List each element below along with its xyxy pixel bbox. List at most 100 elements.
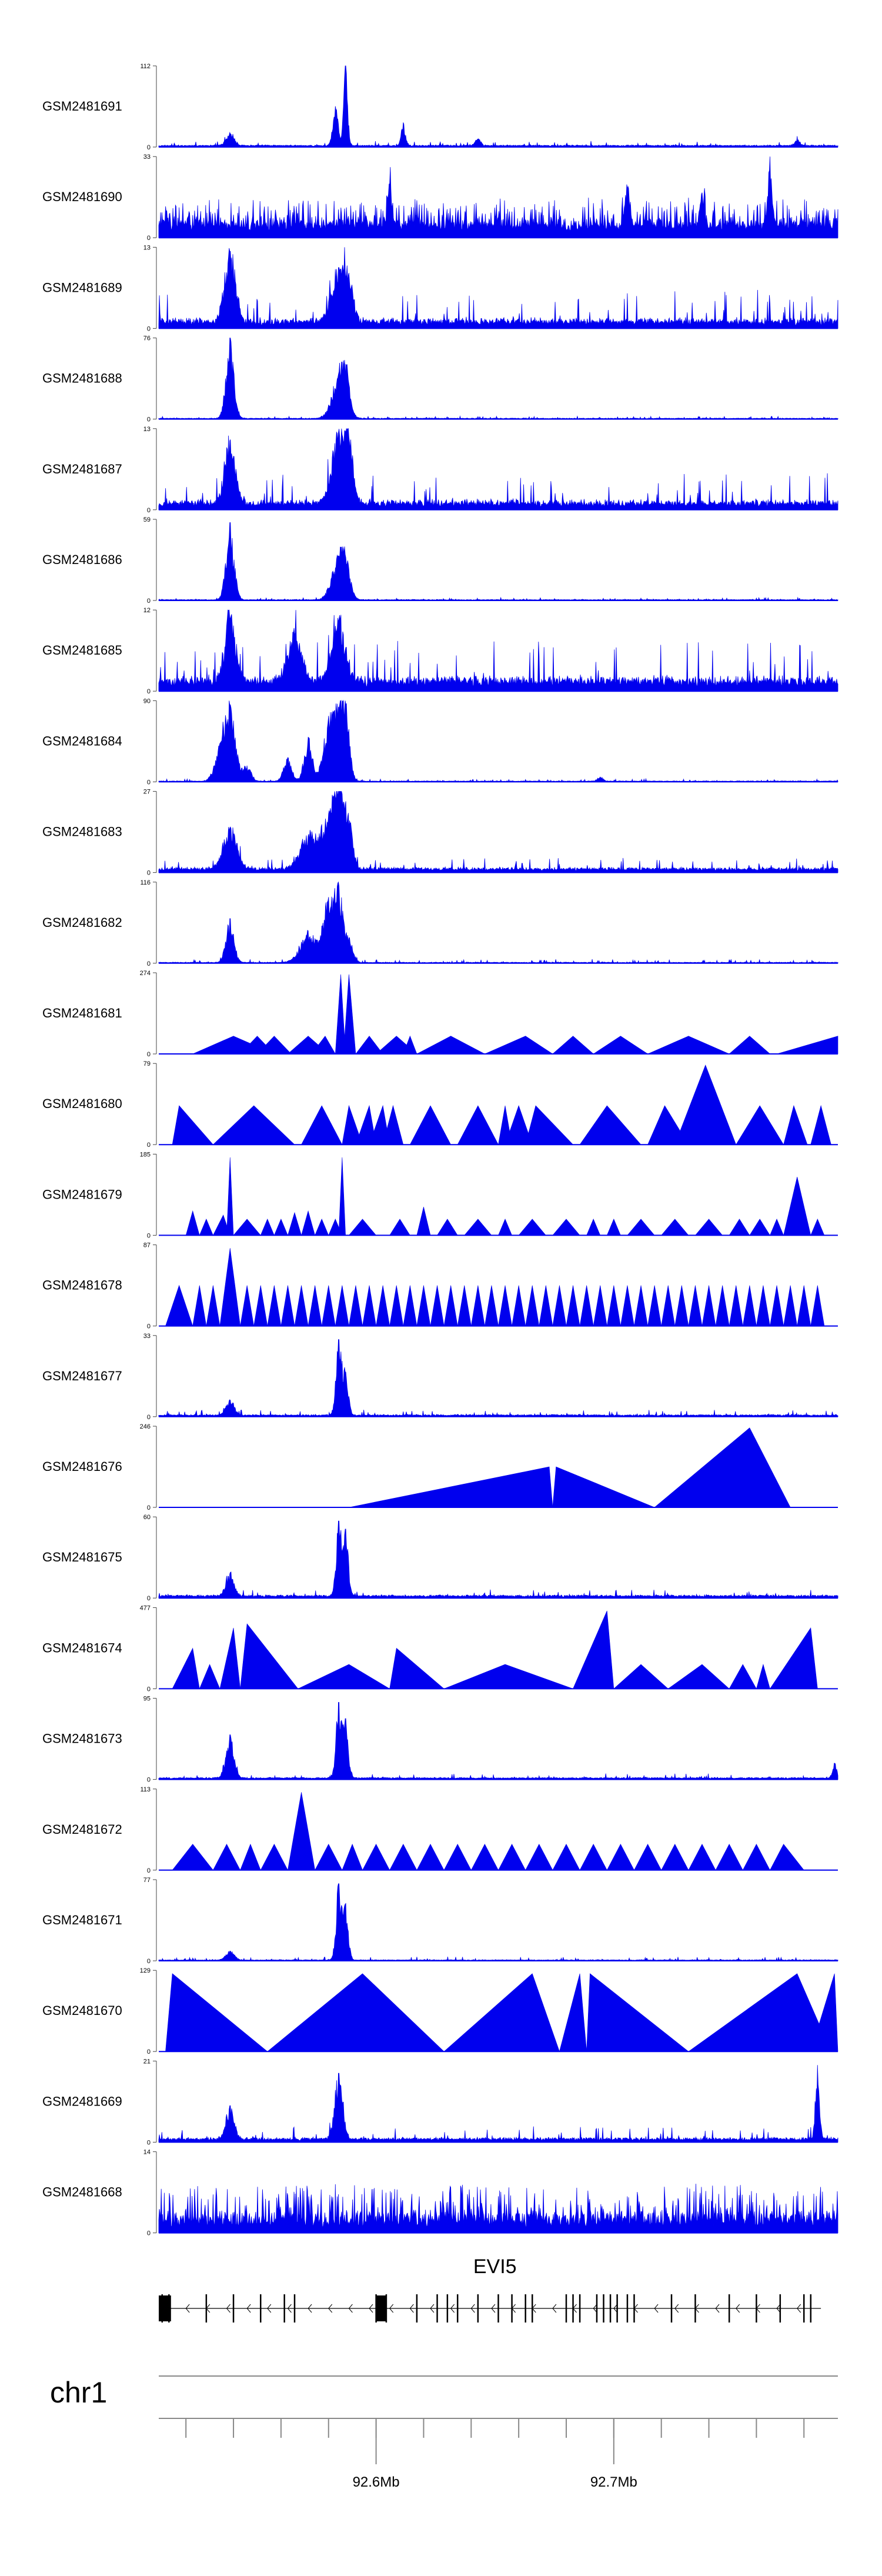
- y-zero-label: 0: [147, 1051, 151, 1058]
- strand-arrow: [308, 2304, 312, 2313]
- signal-peak: [355, 1036, 383, 1055]
- signal-peak: [256, 1036, 292, 1055]
- y-max-label: 95: [143, 1696, 151, 1703]
- track-label: GSM2481677: [42, 1369, 122, 1383]
- y-zero-label: 0: [147, 235, 151, 242]
- signal-peak: [430, 1285, 445, 1326]
- signal-peak: [810, 1219, 825, 1236]
- signal-peak: [770, 1285, 784, 1326]
- y-zero-label: 0: [147, 144, 151, 151]
- signal-peak: [729, 1664, 757, 1689]
- signal-peak: [403, 1035, 417, 1055]
- signal-peak: [593, 1285, 607, 1326]
- signal-peak: [382, 1105, 404, 1145]
- signal-peak: [505, 1105, 533, 1145]
- y-max-label: 33: [143, 154, 151, 161]
- signal-peak: [301, 1210, 316, 1236]
- track-label: GSM2481688: [42, 371, 122, 386]
- signal-peak: [539, 1285, 553, 1326]
- y-zero-label: 0: [147, 870, 151, 877]
- y-max-label: 27: [143, 789, 151, 796]
- y-max-label: 14: [143, 2149, 151, 2156]
- signal-peak: [742, 1843, 770, 1871]
- signal-peak: [627, 1219, 655, 1236]
- signal-peak: [328, 1219, 343, 1236]
- track-label: GSM2481672: [42, 1822, 122, 1837]
- signal-peak: [240, 1285, 255, 1326]
- chromosome-label: chr1: [50, 2376, 107, 2409]
- gene-name: EVI5: [473, 2255, 517, 2278]
- signal-peak: [769, 1627, 818, 1689]
- y-max-label: 77: [143, 1877, 151, 1884]
- signal-peak: [498, 1843, 526, 1871]
- strand-arrow: [674, 2304, 679, 2313]
- signal-peak: [661, 1285, 676, 1326]
- signal-peak: [756, 1285, 770, 1326]
- signal-peak: [559, 1973, 587, 2052]
- strand-arrow: [736, 2304, 740, 2313]
- y-max-label: 113: [140, 1786, 151, 1793]
- signal-peak: [552, 1843, 580, 1871]
- y-max-label: 13: [143, 426, 151, 433]
- track: GSM2481678 87 0: [42, 1242, 838, 1330]
- signal-peak: [729, 1036, 771, 1055]
- signal-peak: [770, 1219, 784, 1236]
- track-label: GSM2481671: [42, 1913, 122, 1927]
- y-max-label: 13: [143, 244, 151, 251]
- signal-area: [158, 1883, 838, 1961]
- y-max-label: 116: [140, 879, 151, 886]
- signal-peak: [288, 1212, 302, 1236]
- y-max-label: 12: [143, 607, 151, 614]
- y-max-label: 87: [143, 1242, 151, 1249]
- signal-peak: [212, 1214, 230, 1236]
- signal-peak: [343, 974, 356, 1055]
- signal-peak: [240, 1623, 299, 1689]
- signal-peak: [606, 1219, 621, 1236]
- signal-peak: [525, 1843, 553, 1871]
- signal-peak: [552, 1285, 567, 1326]
- y-zero-label: 0: [147, 416, 151, 423]
- signal-peak: [518, 1219, 546, 1236]
- signal-peak: [253, 1285, 268, 1326]
- y-zero-label: 0: [147, 2230, 151, 2237]
- axis-tick-label: 92.6Mb: [353, 2474, 400, 2490]
- strand-arrow: [246, 2304, 251, 2313]
- signal-peak: [552, 1036, 594, 1055]
- signal-peak: [362, 1285, 376, 1326]
- exon-block: [159, 2295, 171, 2321]
- signal-peak: [525, 1285, 540, 1326]
- signal-area: [158, 881, 838, 964]
- signal-peak: [485, 1036, 553, 1055]
- y-zero-label: 0: [147, 325, 151, 332]
- y-zero-label: 0: [147, 1232, 151, 1239]
- track: GSM2481669 21 0: [42, 2058, 838, 2146]
- y-zero-label: 0: [147, 1414, 151, 1421]
- track-label: GSM2481669: [42, 2094, 122, 2108]
- track-label: GSM2481682: [42, 915, 122, 930]
- track: GSM2481688 76 0: [42, 335, 838, 423]
- strand-arrow: [776, 2304, 781, 2313]
- y-zero-label: 0: [147, 1686, 151, 1693]
- signal-peak: [715, 1285, 730, 1326]
- signal-peak: [586, 1219, 601, 1236]
- strand-arrow: [450, 2304, 455, 2313]
- signal-peak: [470, 1843, 499, 1871]
- signal-peak: [335, 974, 346, 1055]
- signal-peak: [416, 1207, 431, 1236]
- strand-arrow: [389, 2304, 394, 2313]
- signal-area: [158, 609, 838, 692]
- signal-peak: [403, 1285, 417, 1326]
- signal-area: [158, 247, 838, 329]
- signal-area: [158, 1339, 838, 1417]
- signal-peak: [606, 1843, 634, 1871]
- strand-arrow: [715, 2304, 720, 2313]
- signal-area: [158, 156, 838, 238]
- signal-peak: [199, 1219, 213, 1236]
- signal-peak: [338, 1157, 346, 1236]
- signal-peak: [219, 1248, 240, 1326]
- signal-peak: [260, 1219, 275, 1236]
- signal-peak: [273, 1219, 288, 1236]
- y-max-label: 21: [143, 2058, 151, 2065]
- signal-peak: [674, 1285, 689, 1326]
